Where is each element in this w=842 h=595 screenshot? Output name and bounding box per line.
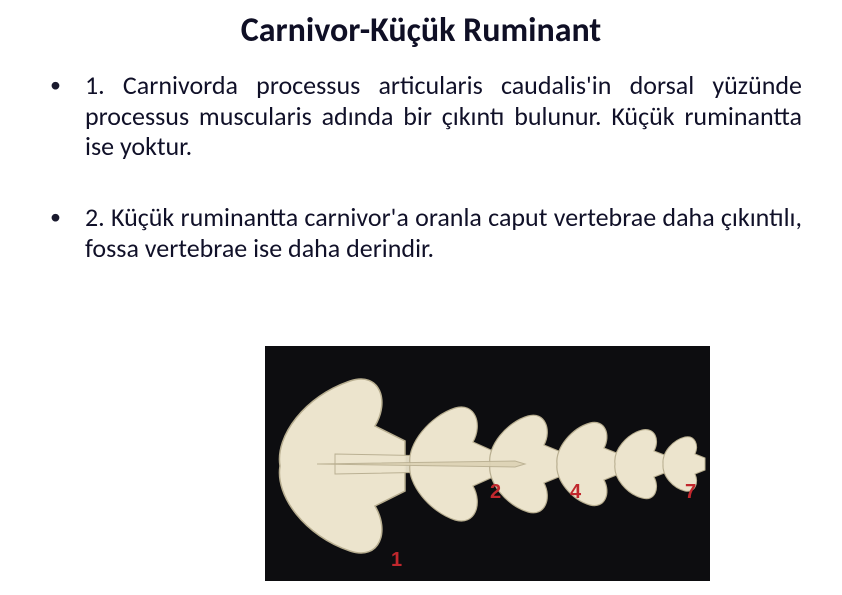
vertebrae-figure: 1 2 4 7 xyxy=(265,346,710,581)
label-7: 7 xyxy=(685,481,696,503)
label-1: 1 xyxy=(391,549,402,571)
slide-title: Carnivor-Küçük Ruminant xyxy=(0,10,842,51)
label-4: 4 xyxy=(570,481,582,503)
vertebrae-svg: 1 2 4 7 xyxy=(265,346,710,581)
label-2: 2 xyxy=(490,481,501,503)
bullet-item-1: 1. Carnivorda processus articularis caud… xyxy=(40,70,802,162)
bullet-list: 1. Carnivorda processus articularis caud… xyxy=(40,70,802,303)
bullet-item-2: 2. Küçük ruminantta carnivor'a oranla ca… xyxy=(40,202,802,263)
